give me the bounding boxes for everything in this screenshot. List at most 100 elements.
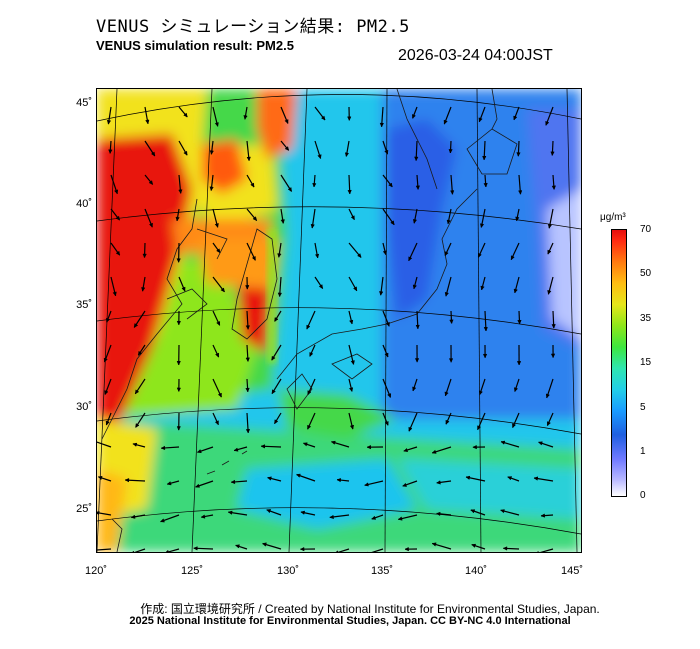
- wind-arrow-head: [302, 442, 308, 447]
- wind-arrow-head: [444, 251, 449, 257]
- wind-arrow-shaft: [134, 548, 146, 552]
- wind-arrow-head: [412, 386, 417, 392]
- wind-arrow-head: [314, 253, 320, 259]
- wind-arrow-head: [309, 352, 314, 357]
- wind-arrow-head: [284, 146, 290, 151]
- wind-arrow-head: [245, 387, 250, 393]
- wind-arrow-head: [209, 150, 214, 155]
- wind-arrow-head: [142, 253, 147, 259]
- wind-arrow-head: [514, 387, 519, 393]
- wind-arrow-head: [335, 550, 339, 552]
- lat-label-25: 25˚: [76, 503, 92, 515]
- pm25-map: [96, 88, 582, 553]
- wind-arrow-head: [344, 152, 350, 158]
- wind-arrow-head: [444, 291, 449, 297]
- wind-arrow-head: [517, 319, 522, 325]
- wind-arrow-head: [385, 321, 390, 327]
- wind-arrow-head: [500, 509, 505, 514]
- wind-arrow-head: [478, 390, 483, 396]
- wind-arrow-head: [176, 320, 182, 326]
- wind-arrow-head: [348, 387, 354, 393]
- wind-arrow-head: [550, 353, 556, 359]
- wind-arrow-head: [252, 216, 258, 222]
- wind-arrow-head: [150, 151, 156, 157]
- wind-arrow-shaft: [165, 548, 180, 552]
- wind-arrow-head: [295, 473, 301, 478]
- wind-arrow-head: [483, 182, 488, 188]
- wind-arrow-head: [176, 258, 181, 263]
- wind-arrow-head: [115, 215, 120, 221]
- wind-vectors: [97, 106, 556, 552]
- wind-arrow-head: [330, 440, 336, 445]
- wind-arrow-head: [132, 550, 135, 552]
- wind-arrow-head: [403, 447, 409, 453]
- wind-arrow-head: [444, 391, 449, 397]
- wind-arrow-head: [103, 357, 108, 363]
- lon-label-140: 140˚: [464, 565, 488, 577]
- wind-arrow-head: [245, 357, 250, 363]
- lat-label-40: 40˚: [76, 198, 92, 210]
- wind-arrow-head: [214, 122, 219, 127]
- wind-arrow-head: [415, 324, 420, 330]
- wind-arrow-head: [470, 509, 476, 514]
- wind-arrow-head: [482, 353, 488, 359]
- wind-arrow-head: [357, 253, 362, 258]
- wind-arrow-head: [415, 185, 420, 191]
- wind-arrow-head: [105, 420, 110, 426]
- wind-arrow-shaft: [337, 548, 350, 552]
- wind-arrow-head: [159, 518, 165, 523]
- wind-arrow-head: [547, 421, 551, 427]
- wind-arrow-head: [277, 253, 282, 258]
- wind-arrow-head: [196, 449, 202, 454]
- wind-arrow-head: [371, 515, 377, 520]
- wind-arrow-head: [507, 476, 513, 481]
- wind-arrow-head: [243, 115, 248, 120]
- wind-arrow-head: [366, 444, 371, 450]
- wind-arrow-head: [547, 289, 552, 295]
- wind-arrow-head: [540, 513, 545, 518]
- colorbar-tick-15: 15: [640, 357, 652, 368]
- wind-arrow-head: [245, 285, 250, 290]
- wind-arrow-head: [137, 350, 143, 356]
- wind-arrow-head: [336, 478, 342, 483]
- wind-arrow-head: [307, 424, 312, 430]
- wind-arrow-head: [518, 190, 523, 195]
- wind-arrow-head: [387, 393, 392, 399]
- wind-arrow-head: [414, 156, 419, 162]
- wind-arrow-head: [181, 286, 186, 292]
- wind-arrow-head: [245, 429, 251, 434]
- wind-arrow-head: [537, 441, 543, 446]
- colorbar-unit: μg/m³: [600, 212, 626, 223]
- wind-arrow-head: [479, 223, 485, 229]
- wind-arrow-head: [465, 475, 471, 480]
- wind-arrow-head: [436, 480, 441, 485]
- forecast-timestamp: 2026-03-24 04:00JST: [398, 47, 553, 64]
- wind-arrow-head: [364, 482, 369, 487]
- wind-arrow-head: [183, 150, 188, 156]
- wind-arrow-head: [471, 543, 477, 548]
- wind-arrow-head: [516, 361, 522, 366]
- wind-arrow-head: [382, 250, 387, 256]
- wind-arrow-head: [412, 284, 417, 290]
- colorbar-tick-1: 1: [640, 446, 646, 457]
- wind-arrow-head: [516, 152, 521, 157]
- wind-arrow-head: [106, 317, 111, 323]
- lon-label-120: 120˚: [84, 565, 108, 577]
- wind-arrow-head: [545, 120, 550, 126]
- wind-arrow-head: [404, 546, 409, 552]
- wind-arrow-head: [112, 291, 117, 297]
- wind-arrow-head: [235, 544, 240, 549]
- lat-label-30: 30˚: [76, 401, 92, 413]
- copyright-line: 2025 National Institute for Environmenta…: [129, 615, 571, 627]
- wind-arrow-head: [500, 440, 506, 445]
- colorbar-tick-35: 35: [640, 313, 652, 324]
- wind-arrow-head: [274, 419, 279, 425]
- wind-arrow-head: [329, 514, 334, 520]
- wind-arrow-head: [397, 516, 403, 521]
- wind-arrow-head: [533, 476, 539, 481]
- wind-arrow-head: [115, 250, 121, 256]
- wind-arrow-head: [160, 445, 166, 451]
- wind-arrow-head: [277, 292, 283, 298]
- wind-arrow-head: [230, 479, 236, 485]
- wind-arrow-head: [97, 510, 100, 516]
